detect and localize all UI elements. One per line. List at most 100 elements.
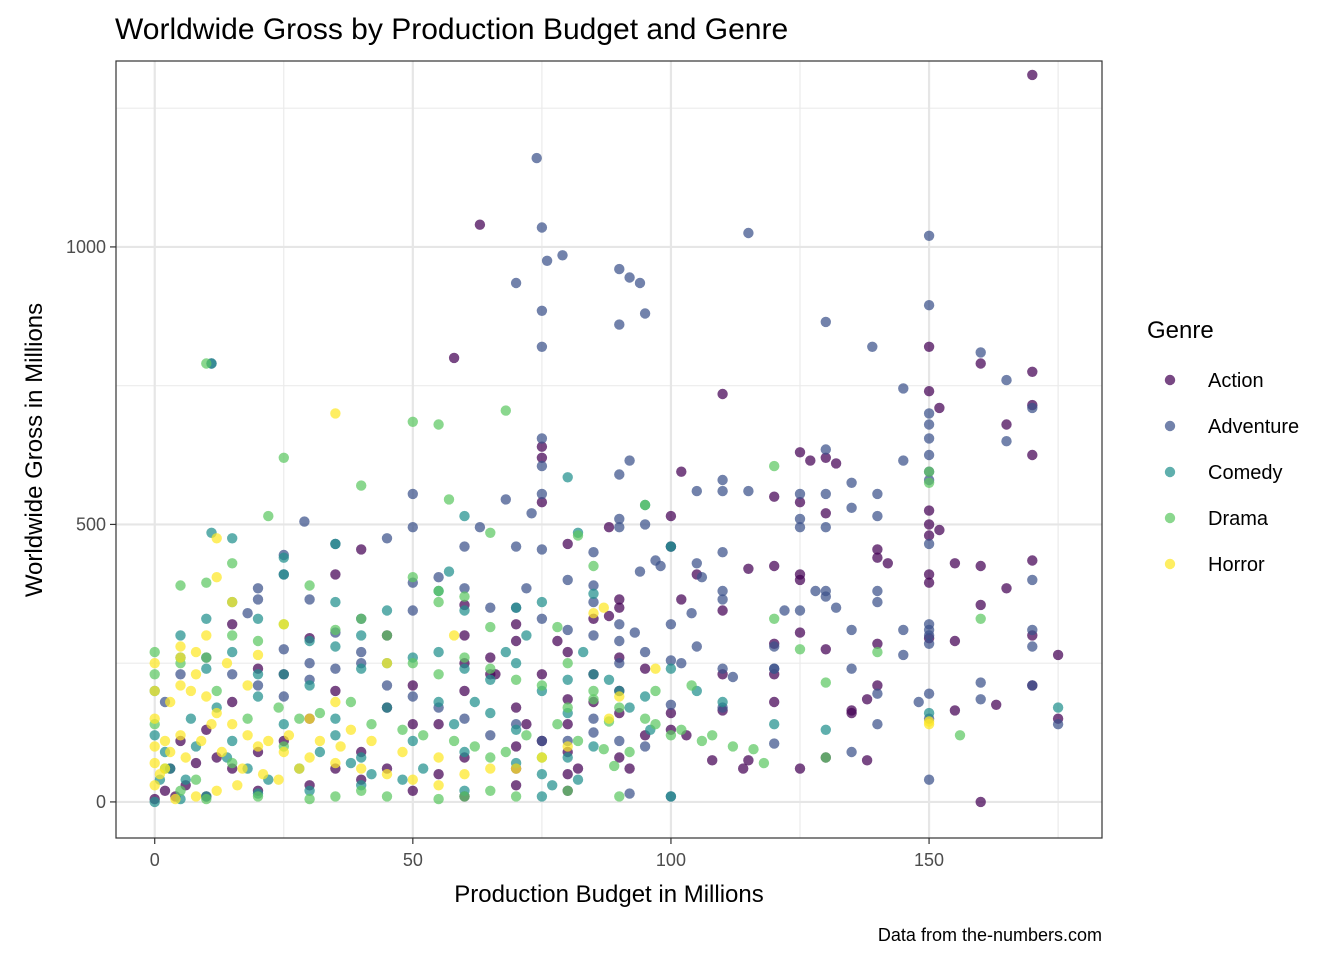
data-point-comedy <box>314 746 326 758</box>
data-point-comedy <box>639 691 651 702</box>
data-point-adventure <box>820 488 831 500</box>
data-point-adventure <box>536 433 548 444</box>
data-point-drama <box>448 735 460 747</box>
data-point-adventure <box>743 227 754 239</box>
data-point-comedy <box>356 663 367 674</box>
data-point-action <box>769 491 780 502</box>
data-point-action <box>805 455 816 466</box>
data-point-action <box>923 577 935 588</box>
data-point-adventure <box>717 547 728 558</box>
data-point-adventure <box>820 444 831 455</box>
data-point-horror <box>257 769 269 780</box>
data-point-drama <box>304 793 315 805</box>
data-point-comedy <box>588 588 599 599</box>
data-point-adventure <box>510 541 522 552</box>
data-point-adventure <box>794 522 806 533</box>
data-point-drama <box>278 452 289 463</box>
data-point-horror <box>190 669 202 680</box>
data-point-adventure <box>381 533 393 544</box>
data-point-adventure <box>794 488 806 500</box>
data-point-drama <box>252 791 264 802</box>
data-point-action <box>743 755 754 766</box>
data-point-adventure <box>614 658 625 669</box>
data-point-drama <box>263 510 274 522</box>
plot-panel <box>115 60 1103 839</box>
series-horror <box>149 408 935 805</box>
data-point-drama <box>614 702 625 713</box>
data-point-action <box>603 522 615 533</box>
data-point-action <box>769 560 780 572</box>
data-point-comedy <box>201 663 212 674</box>
data-point-action <box>882 558 893 569</box>
data-point-adventure <box>407 488 418 500</box>
data-point-action <box>510 780 522 791</box>
data-point-comedy <box>227 735 238 747</box>
data-point-comedy <box>330 641 341 652</box>
legend-item-adventure: Adventure <box>1164 416 1299 438</box>
data-point-adventure <box>717 474 728 486</box>
data-point-adventure <box>691 641 702 652</box>
data-point-horror <box>227 596 238 608</box>
data-point-comedy <box>356 752 367 763</box>
data-point-horror <box>356 763 367 774</box>
legend-item-comedy: Comedy <box>1164 462 1282 484</box>
data-point-action <box>1027 366 1038 377</box>
data-point-action <box>861 694 873 705</box>
data-point-adventure <box>867 341 878 352</box>
legend-key-comedy <box>1164 466 1176 478</box>
data-point-horror <box>448 630 460 641</box>
data-point-drama <box>521 730 532 741</box>
legend-item-action: Action <box>1164 370 1264 392</box>
data-point-adventure <box>923 433 935 444</box>
data-point-drama <box>330 791 341 802</box>
data-point-adventure <box>727 671 739 683</box>
data-point-adventure <box>634 277 646 289</box>
chart-title: Worldwide Gross by Production Budget and… <box>115 13 788 46</box>
data-point-adventure <box>676 658 687 669</box>
data-point-action <box>459 685 470 697</box>
data-point-adventure <box>769 641 780 652</box>
data-point-comedy <box>433 696 444 708</box>
data-point-adventure <box>975 677 986 688</box>
y-axis-ticks: 0 500 1000 <box>66 237 116 812</box>
data-point-adventure <box>898 624 909 636</box>
data-point-action <box>794 497 806 508</box>
data-point-action <box>991 699 1002 710</box>
data-point-horror <box>366 735 377 747</box>
data-point-drama <box>485 527 496 538</box>
data-point-comedy <box>562 674 573 685</box>
data-point-action <box>949 558 961 569</box>
data-point-comedy <box>562 472 573 483</box>
data-point-drama <box>211 685 222 697</box>
data-point-action <box>1027 555 1038 566</box>
data-point-horror <box>252 741 264 752</box>
data-point-action <box>356 544 367 555</box>
data-point-drama <box>433 596 444 608</box>
data-point-adventure <box>614 522 625 533</box>
data-point-adventure <box>1027 624 1038 636</box>
data-point-horror <box>923 719 935 730</box>
data-point-action <box>510 635 522 647</box>
data-point-horror <box>211 707 222 719</box>
data-point-adventure <box>846 663 857 674</box>
data-point-drama <box>598 744 609 755</box>
data-point-drama <box>397 724 408 735</box>
data-point-action <box>448 352 460 364</box>
series-drama <box>149 358 986 805</box>
data-point-adventure <box>717 663 728 674</box>
data-point-action <box>923 505 935 516</box>
data-point-drama <box>433 585 444 597</box>
data-point-drama <box>624 746 635 758</box>
data-point-adventure <box>639 519 651 530</box>
data-point-adventure <box>975 694 986 705</box>
data-point-horror <box>201 691 212 702</box>
data-point-comedy <box>304 680 315 691</box>
data-point-adventure <box>634 566 646 577</box>
data-point-comedy <box>252 691 264 702</box>
data-point-comedy <box>443 566 455 577</box>
data-point-horror <box>216 746 227 758</box>
data-point-action <box>474 219 486 230</box>
data-point-horror <box>278 746 289 758</box>
data-point-adventure <box>923 230 935 241</box>
data-point-action <box>614 594 625 605</box>
